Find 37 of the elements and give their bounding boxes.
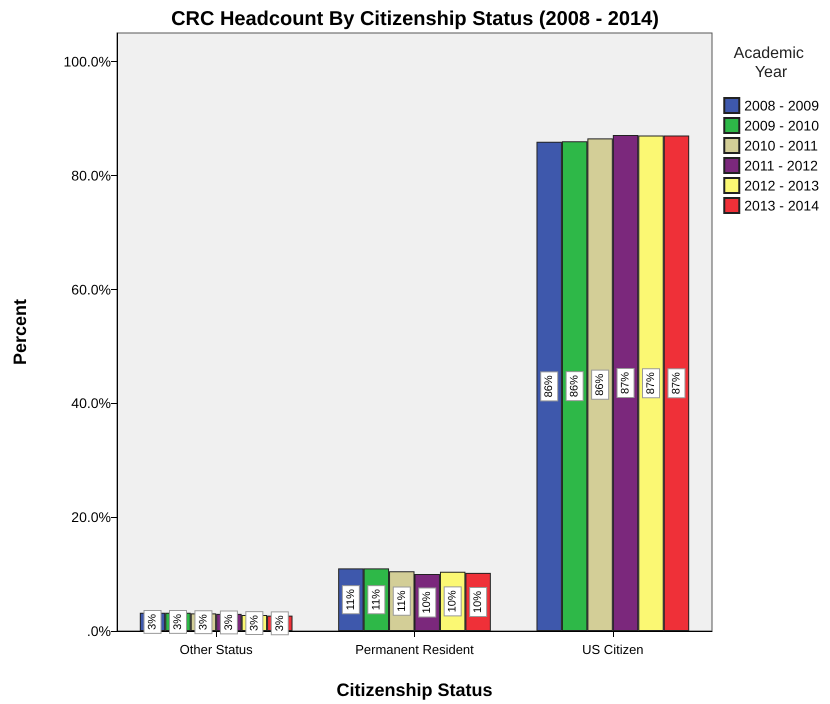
data-label: 87%: [670, 372, 682, 394]
data-label: 10%: [446, 590, 459, 612]
x-tick-label: Other Status: [180, 642, 254, 657]
data-label: 10%: [421, 591, 434, 614]
y-tick-label: 60.0%: [71, 281, 111, 298]
y-tick-label: 80.0%: [71, 167, 111, 184]
y-tick-label: 100.0%: [64, 53, 111, 70]
x-tick-label: US Citizen: [582, 642, 644, 657]
data-label: 86%: [543, 375, 556, 398]
data-label: 3%: [222, 614, 235, 630]
legend-label: 2013 - 2014: [744, 198, 820, 214]
data-label: 3%: [248, 614, 260, 631]
y-tick-label: 40.0%: [71, 395, 111, 412]
data-label: 11%: [344, 588, 357, 610]
data-label: 3%: [172, 614, 184, 630]
legend-title: Academic Year: [734, 45, 808, 81]
data-label: 87%: [620, 372, 632, 394]
data-label: 86%: [594, 373, 606, 396]
y-axis-title: Percent: [10, 298, 30, 366]
data-label: 11%: [396, 590, 408, 612]
chart-title: CRC Headcount By Citizenship Status (2008 - 2014): [171, 8, 659, 30]
legend-label: 2008 - 2009: [744, 98, 820, 114]
legend-label: 2011 - 2012: [744, 158, 818, 174]
x-tick-label: Permanent Resident: [355, 642, 474, 657]
legend-label: 2009 - 2010: [744, 118, 820, 134]
x-axis-title: Citizenship Status: [336, 680, 493, 700]
y-tick-label: .0%: [86, 623, 111, 639]
legend-label: 2012 - 2013: [744, 178, 820, 194]
data-label: 3%: [197, 614, 210, 630]
data-label: 11%: [370, 588, 382, 610]
data-label: 3%: [274, 615, 286, 632]
legend-label: 2010 - 2011: [744, 138, 818, 154]
data-label: 87%: [645, 372, 658, 394]
data-label: 86%: [568, 374, 581, 398]
y-tick-label: 20.0%: [71, 509, 111, 526]
data-label: 10%: [472, 590, 484, 613]
data-label: 3%: [146, 614, 159, 630]
